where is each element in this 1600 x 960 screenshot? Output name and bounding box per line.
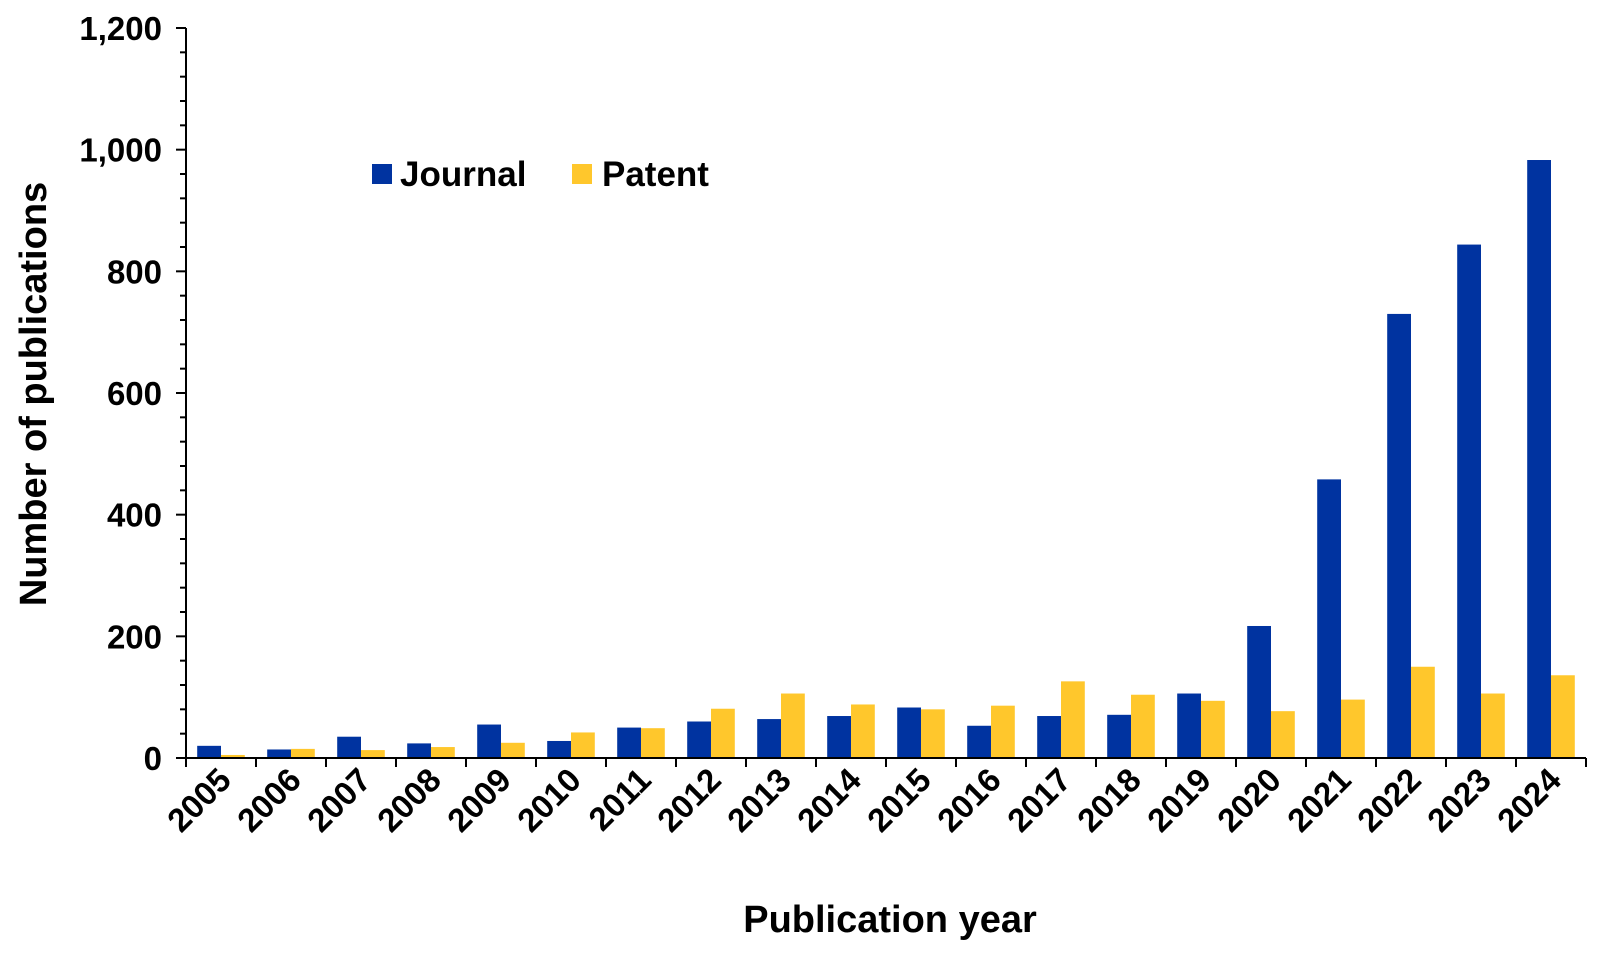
bar-patent-2007 <box>361 750 385 758</box>
bar-journal-2011 <box>617 727 641 758</box>
x-tick-label: 2021 <box>1280 761 1358 839</box>
bar-journal-2012 <box>687 721 711 758</box>
x-tick-label: 2024 <box>1490 760 1569 839</box>
x-tick-label: 2012 <box>650 761 728 839</box>
bar-journal-2022 <box>1387 313 1411 758</box>
bar-patent-2014 <box>851 704 875 758</box>
x-tick-label: 2015 <box>860 761 938 839</box>
x-axis-title: Publication year <box>743 899 1037 941</box>
x-tick-label: 2005 <box>160 761 238 839</box>
bar-patent-2006 <box>291 748 315 759</box>
bar-journal-2016 <box>967 725 991 758</box>
bar-patent-2018 <box>1131 694 1155 758</box>
y-tick-label: 200 <box>107 618 162 655</box>
x-tick-label: 2018 <box>1070 761 1148 839</box>
bar-journal-2007 <box>337 736 361 758</box>
bar-journal-2008 <box>407 743 431 758</box>
x-tick-label: 2009 <box>440 761 518 839</box>
bar-patent-2016 <box>991 705 1015 758</box>
bar-patent-2023 <box>1481 693 1505 758</box>
x-tick-label: 2019 <box>1140 761 1218 839</box>
bar-patent-2010 <box>571 732 595 758</box>
y-tick-label: 600 <box>107 375 162 412</box>
x-tick-label: 2008 <box>370 761 448 839</box>
y-tick-label: 400 <box>107 497 162 534</box>
y-axis-title: Number of publications <box>13 182 55 606</box>
x-tick-label: 2017 <box>1000 761 1078 839</box>
bar-patent-2013 <box>781 693 805 758</box>
bar-patent-2021 <box>1341 699 1365 758</box>
bar-journal-2005 <box>197 745 221 758</box>
y-tick-label: 1,200 <box>79 10 162 47</box>
x-tick-label: 2013 <box>720 761 798 839</box>
x-tick-label: 2011 <box>581 761 658 838</box>
bar-patent-2017 <box>1061 681 1085 758</box>
legend-label-journal: Journal <box>400 155 526 194</box>
bar-patent-2022 <box>1411 666 1435 758</box>
bar-journal-2015 <box>897 707 921 758</box>
x-tick-label: 2016 <box>930 761 1008 839</box>
bar-journal-2019 <box>1177 693 1201 758</box>
bar-journal-2010 <box>547 740 571 758</box>
bar-journal-2014 <box>827 716 851 758</box>
y-tick-label: 1,000 <box>79 132 162 169</box>
bar-patent-2009 <box>501 742 525 758</box>
x-tick-label: 2010 <box>510 761 588 839</box>
bars-group <box>197 160 1575 759</box>
bar-journal-2017 <box>1037 716 1061 758</box>
bar-patent-2005 <box>221 754 245 758</box>
bar-patent-2012 <box>711 708 735 758</box>
bar-journal-2020 <box>1247 625 1271 758</box>
bar-patent-2019 <box>1201 700 1225 758</box>
legend-label-patent: Patent <box>602 155 709 194</box>
x-tick-label: 2006 <box>230 761 308 839</box>
x-tick-label: 2014 <box>790 760 869 839</box>
bar-patent-2024 <box>1551 675 1575 758</box>
bar-journal-2021 <box>1317 479 1341 758</box>
x-tick-label: 2023 <box>1420 761 1498 839</box>
x-tick-label: 2020 <box>1210 761 1288 839</box>
bar-journal-2018 <box>1107 714 1131 758</box>
bar-patent-2020 <box>1271 711 1295 758</box>
x-axis: 2005200620072008200920102011201220132014… <box>160 757 1587 839</box>
bar-journal-2023 <box>1457 244 1481 758</box>
bar-journal-2006 <box>267 749 291 758</box>
bar-patent-2015 <box>921 709 945 758</box>
x-tick-label: 2022 <box>1350 761 1428 839</box>
y-tick-label: 0 <box>144 740 162 777</box>
bar-journal-2009 <box>477 724 501 758</box>
bar-patent-2011 <box>641 728 665 758</box>
bar-patent-2008 <box>431 747 455 758</box>
y-axis: 0 200 400 600 800 1,000 1,200 <box>79 10 187 777</box>
legend: Journal Patent <box>372 155 709 194</box>
legend-swatch-patent <box>572 164 592 184</box>
y-tick-label: 800 <box>107 253 162 290</box>
bar-journal-2024 <box>1527 160 1551 758</box>
bar-journal-2013 <box>757 719 781 758</box>
legend-swatch-journal <box>372 164 392 184</box>
x-tick-label: 2007 <box>300 761 378 839</box>
